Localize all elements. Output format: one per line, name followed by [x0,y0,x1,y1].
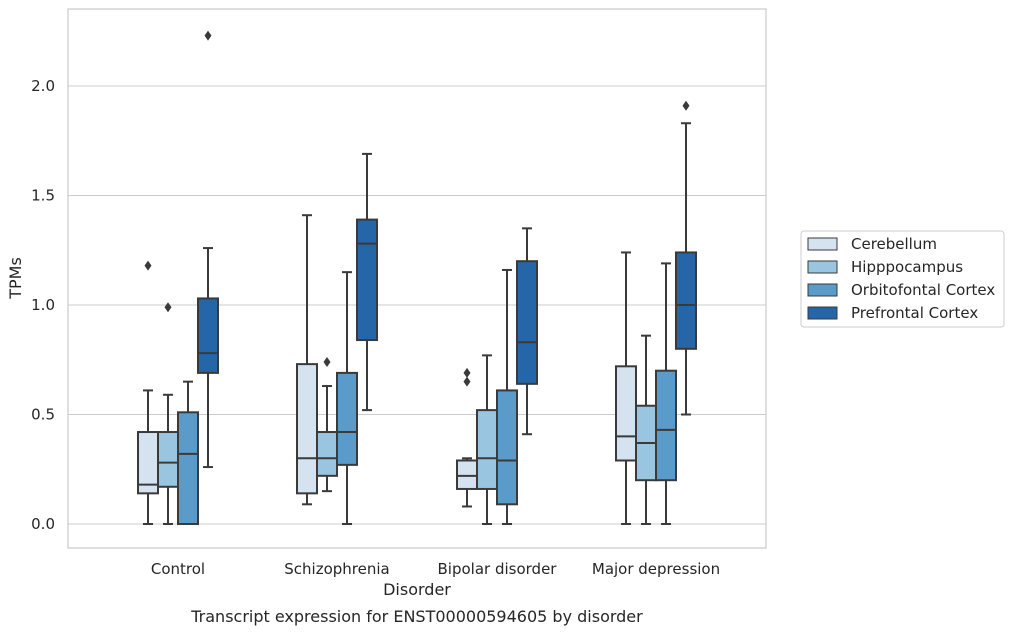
box-iqr [456,459,478,490]
box-0-1 [157,302,179,525]
box-1-0 [296,214,318,506]
y-tick-label: 0.0 [31,515,55,533]
box-2-0 [456,367,478,508]
box-0-3 [197,30,219,469]
legend-frame [800,230,1005,328]
box-iqr [157,431,179,488]
box-iqr [177,411,199,525]
legend-swatch [807,237,838,251]
box-1-3 [356,152,378,412]
x-tick-label: Bipolar disorder [438,560,558,578]
box-0-2 [177,380,199,525]
legend-swatch [807,306,838,320]
legend-label: Hipppocampus [851,258,963,276]
outlier-point [144,260,152,271]
x-tick-label: Control [151,560,205,578]
legend-swatch [807,260,838,274]
y-axis-label: TPMs [6,257,25,300]
outlier-point [463,367,471,378]
box-iqr [336,371,358,466]
x-tick-labels: Control Schizophrenia Bipolar disorder Majo… [151,560,720,578]
box-iqr [296,363,318,495]
box-iqr [356,218,378,342]
plot-frame [67,8,767,549]
box-groups [137,30,697,525]
legend-label: Prefrontal Cortex [851,304,978,322]
box-iqr [316,431,338,477]
outlier-point [682,100,690,111]
x-tick-label: Schizophrenia [284,560,389,578]
box-iqr [655,369,677,482]
y-tick-labels: 0.0 0.5 1.0 1.5 2.0 [31,77,55,533]
box-iqr [476,409,498,490]
box-1-1 [316,356,338,493]
box-1-2 [336,271,358,525]
x-axis-label: Disorder [383,580,451,599]
box-iqr [197,297,219,374]
outlier-point [164,302,172,313]
y-tick-label: 2.0 [31,77,55,95]
y-tick-label: 1.5 [31,187,55,205]
box-3-2 [655,262,677,525]
chart-caption: Transcript expression for ENST0000059460… [190,607,643,626]
box-3-3 [675,100,697,416]
box-2-1 [476,354,498,525]
box-iqr [675,251,697,350]
box-3-0 [615,251,637,525]
y-tick-label: 0.5 [31,406,55,424]
box-iqr [516,260,538,385]
legend: Cerebellum Hipppocampus Orbitofontal Corte… [800,230,1005,328]
box-0-0 [137,260,159,525]
box-iqr [496,389,518,506]
box-2-3 [516,227,538,436]
x-tick-label: Major depression [592,560,720,578]
box-2-2 [496,268,518,525]
legend-label: Cerebellum [851,235,937,253]
outlier-point [204,30,212,41]
outlier-point [463,376,471,387]
legend-swatch [807,283,838,297]
box-3-1 [635,334,657,525]
box-iqr [615,365,637,462]
outlier-point [323,356,331,367]
y-tick-label: 1.0 [31,296,55,314]
legend-label: Orbitofontal Cortex [851,281,995,299]
